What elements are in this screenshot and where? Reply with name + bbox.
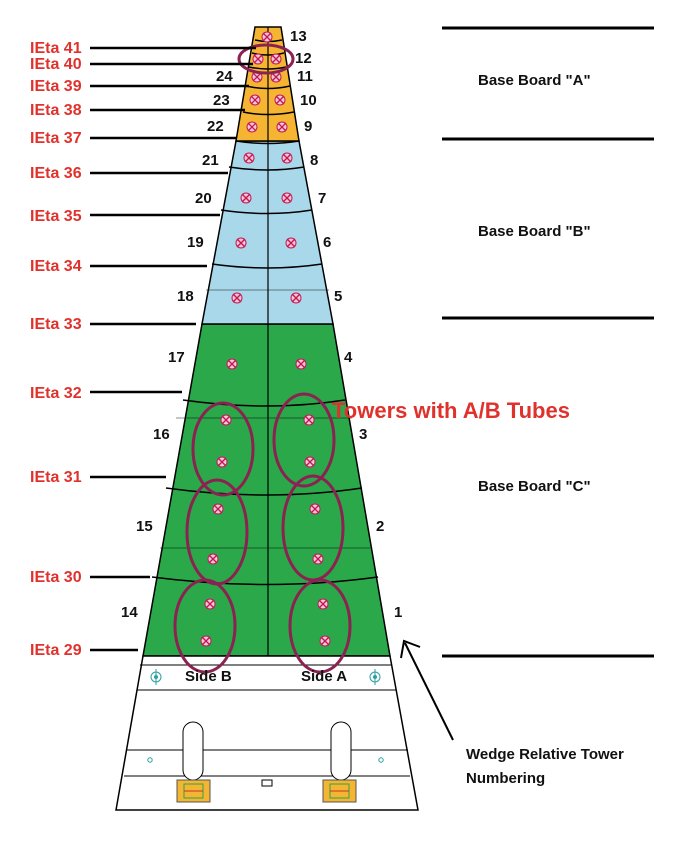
ieta-label-37: IEta 37 bbox=[30, 130, 82, 147]
tower-marker-icon bbox=[243, 152, 255, 164]
tower-number-13: 13 bbox=[290, 28, 307, 45]
tube-split-lines bbox=[160, 289, 370, 549]
ieta-label-34: IEta 34 bbox=[30, 258, 82, 275]
ieta-label-33: IEta 33 bbox=[30, 316, 82, 333]
tower-number-6: 6 bbox=[323, 234, 331, 251]
tower-marker-icon bbox=[285, 237, 297, 249]
tower-marker-icon bbox=[251, 71, 263, 83]
base-board-separators bbox=[442, 26, 654, 658]
ieta-label-31: IEta 31 bbox=[30, 469, 82, 486]
tower-marker-icon bbox=[276, 121, 288, 133]
connector-left-icon bbox=[176, 779, 211, 803]
ieta-labels: IEta 41 IEta 40 IEta 39 IEta 38 IEta 37 … bbox=[30, 40, 82, 659]
tower-number-20: 20 bbox=[195, 190, 212, 207]
ab-tube-ellipses bbox=[173, 43, 352, 674]
connector-right-icon bbox=[322, 779, 357, 803]
base-board-a-label: Base Board "A" bbox=[478, 72, 591, 89]
alignment-marker-left-icon bbox=[150, 669, 162, 685]
tower-marker-icon bbox=[204, 598, 216, 610]
tower-marker-icon bbox=[235, 237, 247, 249]
caption-line-2: Numbering bbox=[466, 770, 545, 787]
ieta-label-29: IEta 29 bbox=[30, 642, 82, 659]
tower-marker-icon bbox=[290, 292, 302, 304]
tower-number-2: 2 bbox=[376, 518, 384, 535]
tower-marker-icon bbox=[317, 598, 329, 610]
tower-marker-icon bbox=[281, 152, 293, 164]
tower-marker-icon bbox=[249, 94, 261, 106]
tower-marker-icon bbox=[309, 503, 321, 515]
ieta-leader-lines bbox=[90, 46, 256, 652]
tower-numbers-side-a: 1 2 3 4 5 6 7 8 9 10 11 12 13 bbox=[290, 28, 402, 621]
tower-number-12: 12 bbox=[295, 50, 312, 67]
tower-marker-icon bbox=[207, 553, 219, 565]
tower-marker-icon bbox=[252, 53, 264, 65]
ieta-label-36: IEta 36 bbox=[30, 165, 82, 182]
tower-number-4: 4 bbox=[344, 349, 353, 366]
tower-marker-icon bbox=[312, 553, 324, 565]
tower-number-16: 16 bbox=[153, 426, 170, 443]
tower-number-1: 1 bbox=[394, 604, 402, 621]
tower-number-19: 19 bbox=[187, 234, 204, 251]
tower-marker-icon bbox=[226, 358, 238, 370]
tower-marker-icon bbox=[212, 503, 224, 515]
tower-marker-icon bbox=[274, 94, 286, 106]
tower-number-10: 10 bbox=[300, 92, 317, 109]
caption-line-1: Wedge Relative Tower bbox=[466, 746, 624, 763]
ab-tube-ellipse-a1 bbox=[288, 578, 352, 674]
side-b-label: Side B bbox=[185, 668, 232, 685]
tower-marker-icon bbox=[216, 456, 228, 468]
ieta-label-32: IEta 32 bbox=[30, 385, 82, 402]
tower-markers bbox=[200, 31, 331, 647]
ieta-label-41: IEta 41 bbox=[30, 40, 82, 57]
tower-number-18: 18 bbox=[177, 288, 194, 305]
tower-number-15: 15 bbox=[136, 518, 153, 535]
base-board-b-label: Base Board "B" bbox=[478, 223, 591, 240]
tower-number-5: 5 bbox=[334, 288, 342, 305]
tower-number-22: 22 bbox=[207, 118, 224, 135]
tower-number-23: 23 bbox=[213, 92, 230, 109]
base-board-c-label: Base Board "C" bbox=[478, 478, 591, 495]
mount-hole-left-icon bbox=[147, 757, 153, 763]
tower-number-9: 9 bbox=[304, 118, 312, 135]
tower-number-21: 21 bbox=[202, 152, 219, 169]
ieta-label-40: IEta 40 bbox=[30, 56, 82, 73]
tower-numbers-side-b: 14 15 16 17 18 19 20 21 22 23 24 bbox=[121, 68, 233, 621]
tower-marker-icon bbox=[281, 192, 293, 204]
ab-tube-ellipse-b16 bbox=[191, 401, 255, 497]
tower-marker-icon bbox=[295, 358, 307, 370]
tower-number-24: 24 bbox=[216, 68, 233, 85]
alignment-marker-right-icon bbox=[369, 669, 381, 685]
tower-marker-icon bbox=[304, 456, 316, 468]
tower-marker-icon bbox=[303, 414, 315, 426]
tower-marker-icon bbox=[270, 53, 282, 65]
ab-tube-ellipse-top bbox=[237, 43, 295, 75]
tower-number-17: 17 bbox=[168, 349, 185, 366]
ieta-label-39: IEta 39 bbox=[30, 78, 82, 95]
wedge-base-mechanics bbox=[115, 655, 419, 811]
tower-marker-icon bbox=[261, 31, 273, 43]
tower-boundaries bbox=[151, 39, 379, 586]
side-a-label: Side A bbox=[301, 668, 347, 685]
ab-tube-ellipse-b14 bbox=[173, 578, 237, 674]
ab-tubes-callout: Towers with A/B Tubes bbox=[332, 398, 570, 423]
tower-number-11: 11 bbox=[297, 68, 313, 85]
caption-arrow-icon bbox=[400, 639, 454, 741]
tower-marker-icon bbox=[240, 192, 252, 204]
ab-tube-ellipse-a3 bbox=[272, 392, 336, 488]
tower-number-8: 8 bbox=[310, 152, 318, 169]
tower-marker-icon bbox=[200, 635, 212, 647]
tower-marker-icon bbox=[231, 292, 243, 304]
tower-marker-icon bbox=[319, 635, 331, 647]
ieta-label-35: IEta 35 bbox=[30, 208, 82, 225]
tower-marker-icon bbox=[220, 414, 232, 426]
mount-hole-right-icon bbox=[378, 757, 384, 763]
tower-number-3: 3 bbox=[359, 426, 367, 443]
ieta-label-30: IEta 30 bbox=[30, 569, 82, 586]
tower-marker-icon bbox=[246, 121, 258, 133]
tower-number-14: 14 bbox=[121, 604, 138, 621]
ieta-label-38: IEta 38 bbox=[30, 102, 82, 119]
tower-number-7: 7 bbox=[318, 190, 326, 207]
